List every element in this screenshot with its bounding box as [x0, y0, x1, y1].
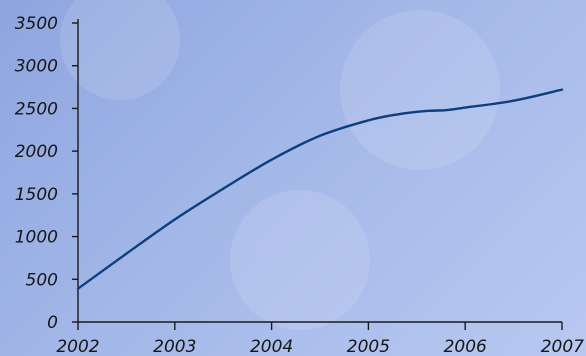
y-tick-label: 2000	[15, 142, 58, 162]
y-tick-label: 3500	[15, 14, 58, 34]
y-tick-label: 0	[47, 313, 58, 333]
x-tick-label: 2007	[541, 337, 584, 356]
y-axis: 0 500 1000 1500 2000 2500 3000 3500	[15, 14, 79, 333]
x-tick-label: 2003	[153, 337, 196, 356]
x-tick-label: 2006	[444, 337, 487, 356]
series-group	[76, 88, 564, 290]
chart-background-texture	[60, 0, 500, 330]
x-tick-label: 2005	[347, 337, 390, 356]
y-tick-label: 1000	[15, 228, 58, 248]
x-tick-label: 2004	[250, 337, 293, 356]
x-axis: 2002 2003 2004 2005 2006 2007	[56, 321, 584, 356]
y-tick-label: 3000	[15, 57, 58, 77]
y-tick-label: 1500	[15, 185, 58, 205]
y-tick-label: 500	[26, 270, 58, 290]
series-line	[76, 88, 564, 290]
y-tick-label: 2500	[15, 99, 58, 119]
x-tick-label: 2002	[56, 337, 99, 356]
